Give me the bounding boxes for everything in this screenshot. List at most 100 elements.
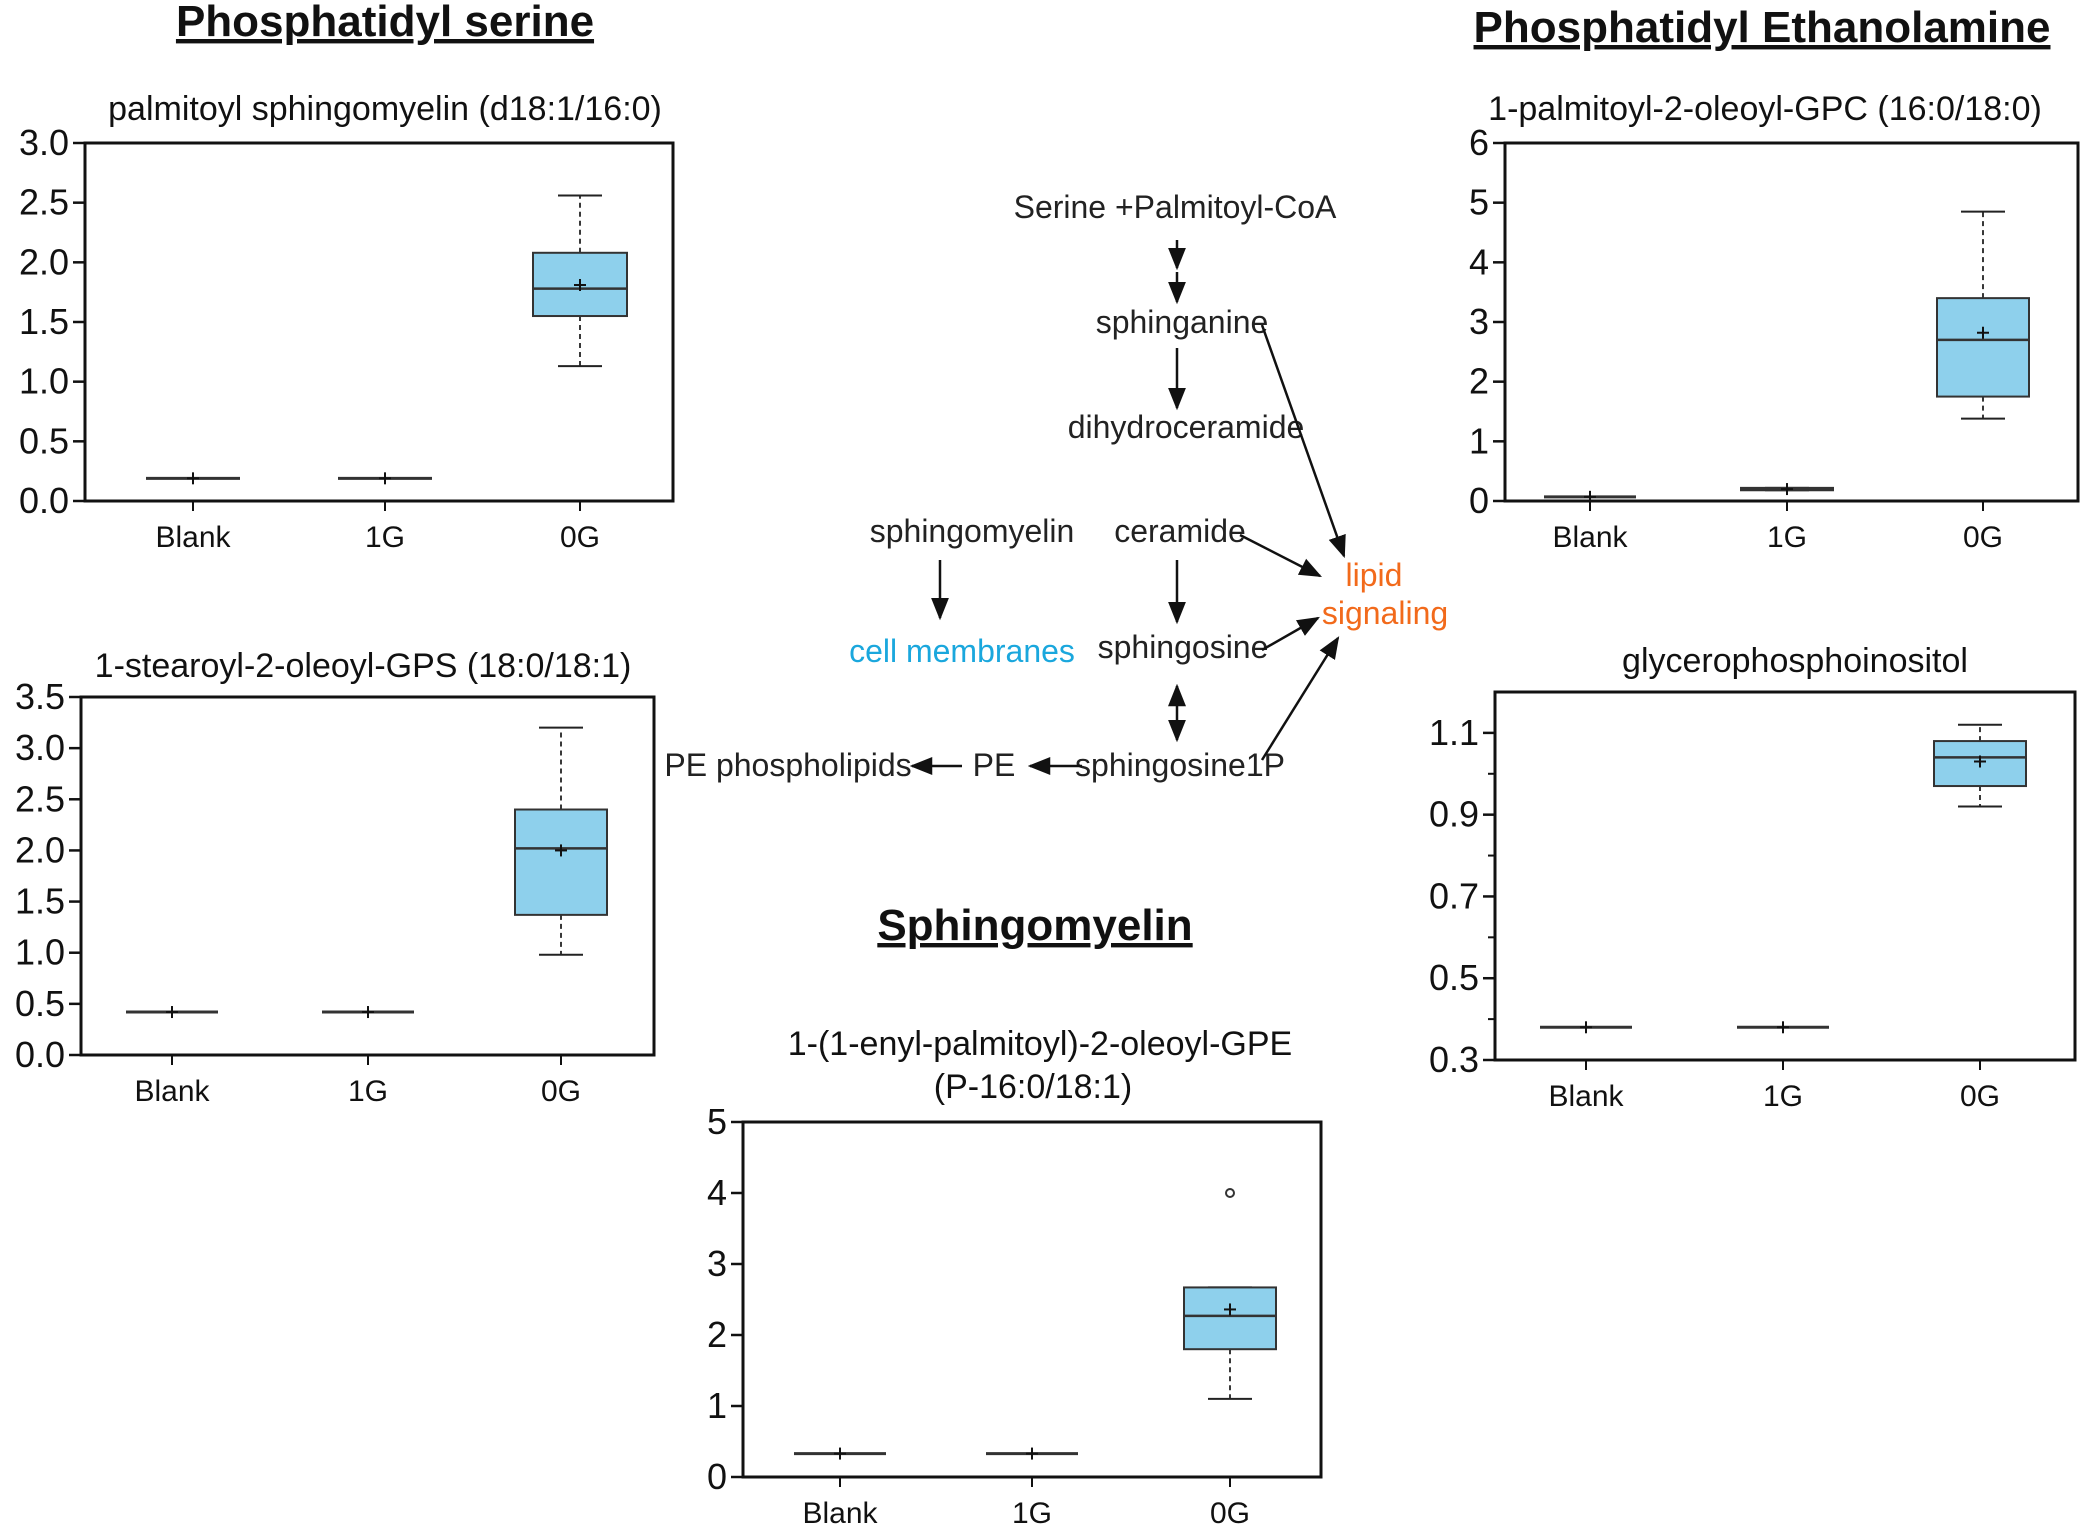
x-category-label: 0G xyxy=(1960,1080,2000,1113)
box-blank xyxy=(1540,1021,1632,1034)
y-tick-label: 1.0 xyxy=(19,361,69,402)
y-tick-label: 3.0 xyxy=(15,727,65,768)
y-tick-label: 3 xyxy=(1469,301,1489,342)
y-tick-label: 0.7 xyxy=(1429,875,1479,916)
y-tick-label: 3 xyxy=(707,1243,727,1284)
section-title-phosphatidyl-serine: Phosphatidyl serine xyxy=(176,0,594,46)
y-tick-label: 0.5 xyxy=(19,420,69,461)
y-tick-label: 5 xyxy=(1469,182,1489,223)
y-tick-label: 0.0 xyxy=(15,1034,65,1075)
x-category-label: 1G xyxy=(365,521,405,554)
x-category-label: 0G xyxy=(1210,1497,1250,1530)
node-sphinganine: sphinganine xyxy=(1096,304,1269,340)
node-sphingomyelin: sphingomyelin xyxy=(870,513,1075,549)
y-tick-label: 1.5 xyxy=(15,881,65,922)
chart-title: palmitoyl sphingomyelin (d18:1/16:0) xyxy=(108,90,662,128)
chart-marks: 0.3 0.5 0.7 0.9 1.1 Blank 1G 0G xyxy=(1429,712,2027,1113)
x-category-label: 1G xyxy=(1767,521,1807,554)
box-0g xyxy=(532,194,628,368)
x-category-label: Blank xyxy=(1552,521,1628,554)
y-tick-label: 0 xyxy=(1469,480,1489,521)
x-category-label: Blank xyxy=(802,1497,878,1530)
node-signaling: signaling xyxy=(1322,595,1448,631)
node-cell-membranes: cell membranes xyxy=(849,633,1075,669)
box-blank xyxy=(794,1447,886,1460)
node-serine-palmitoyl-coa: Serine +Palmitoyl-CoA xyxy=(1014,189,1337,225)
plot-frame xyxy=(79,695,656,1057)
box-iqr xyxy=(514,808,608,916)
node-sphingosine: sphingosine xyxy=(1098,629,1269,665)
box-blank xyxy=(126,1006,218,1019)
box-1g xyxy=(322,1006,414,1019)
chart-title: 1-palmitoyl-2-oleoyl-GPC (16:0/18:0) xyxy=(1488,90,2042,128)
node-ceramide: ceramide xyxy=(1114,513,1246,549)
pathway-diagram: Serine +Palmitoyl-CoA sphinganine dihydr… xyxy=(664,189,1448,783)
outlier-point xyxy=(1225,1188,1235,1198)
chart-stearoyl-oleoyl-gps: 1-stearoyl-2-oleoyl-GPS (18:0/18:1) 0.0 0… xyxy=(15,647,656,1108)
plot-frame xyxy=(741,1120,1323,1479)
y-tick-label: 1.1 xyxy=(1429,712,1479,753)
box-1g xyxy=(338,472,432,485)
y-tick-label: 0.0 xyxy=(19,480,69,521)
y-tick-label: 1.5 xyxy=(19,301,69,342)
chart-title: glycerophosphoinositol xyxy=(1622,642,1968,680)
plot-frame xyxy=(1493,690,2077,1062)
chart-marks: 0.0 0.5 1.0 1.5 2.0 2.5 3.0 Blank 1G 0G xyxy=(19,122,628,554)
box-0g xyxy=(1936,210,2030,420)
y-tick-label: 0.5 xyxy=(1429,957,1479,998)
box-iqr xyxy=(1936,297,2030,398)
x-category-label: 0G xyxy=(1963,521,2003,554)
plot-frame xyxy=(83,141,675,503)
section-title-sphingomyelin: Sphingomyelin xyxy=(877,901,1192,950)
node-lipid: lipid xyxy=(1346,557,1403,593)
chart-marks: 0 1 2 3 4 5 Blank 1G 0G xyxy=(707,1101,1277,1530)
y-tick-label: 2.0 xyxy=(15,829,65,870)
y-tick-label: 2 xyxy=(707,1314,727,1355)
node-pe: PE xyxy=(973,747,1016,783)
chart-palmitoyl-oleoyl-gpc: 1-palmitoyl-2-oleoyl-GPC (16:0/18:0) 0 1 2… xyxy=(1469,90,2080,554)
y-tick-label: 3.5 xyxy=(15,676,65,717)
y-tick-label: 0.5 xyxy=(15,983,65,1024)
node-dihydroceramide: dihydroceramide xyxy=(1068,409,1305,445)
node-sphingosine1p: sphingosine1P xyxy=(1075,747,1285,783)
chart-title: 1-(1-enyl-palmitoyl)-2-oleoyl-GPE xyxy=(788,1025,1292,1063)
plot-frame xyxy=(1503,141,2080,503)
box-iqr xyxy=(1183,1286,1277,1351)
chart-subtitle: (P-16:0/18:1) xyxy=(934,1068,1132,1106)
chart-palmitoyl-sphingomyelin: palmitoyl sphingomyelin (d18:1/16:0) 0.0… xyxy=(19,90,675,554)
x-category-label: 1G xyxy=(1763,1080,1803,1113)
y-tick-label: 6 xyxy=(1469,122,1489,163)
box-1g xyxy=(1740,483,1834,496)
y-tick-label: 5 xyxy=(707,1101,727,1142)
y-tick-label: 0.9 xyxy=(1429,794,1479,835)
x-category-label: Blank xyxy=(134,1075,210,1108)
y-tick-label: 0.3 xyxy=(1429,1039,1479,1080)
box-0g xyxy=(1933,723,2027,808)
chart-title: 1-stearoyl-2-oleoyl-GPS (18:0/18:1) xyxy=(95,647,632,685)
box-blank xyxy=(146,472,240,485)
arrow-ceramide-to-lipid-signaling xyxy=(1239,533,1323,578)
x-category-label: Blank xyxy=(1548,1080,1624,1113)
arrow-sphingosine1p-to-lipid-signaling xyxy=(1260,636,1340,761)
x-category-label: 0G xyxy=(560,521,600,554)
y-tick-label: 2.5 xyxy=(19,182,69,223)
arrow-sphingosine-to-lipid-signaling xyxy=(1261,616,1320,652)
y-tick-label: 2 xyxy=(1469,361,1489,402)
y-tick-label: 1.0 xyxy=(15,932,65,973)
box-0g xyxy=(514,726,608,956)
y-tick-label: 2.0 xyxy=(19,241,69,282)
node-pe-phospholipids: PE phospholipids xyxy=(664,747,911,783)
x-category-label: Blank xyxy=(155,521,231,554)
y-tick-label: 2.5 xyxy=(15,778,65,819)
y-tick-label: 4 xyxy=(707,1172,727,1213)
x-category-label: 0G xyxy=(541,1075,581,1108)
chart-glycerophosphoinositol: glycerophosphoinositol 0.3 0.5 0.7 0.9 1.1 Bl… xyxy=(1429,642,2077,1113)
y-tick-label: 4 xyxy=(1469,241,1489,282)
chart-enyl-palmitoyl-oleoyl-gpe: 1-(1-enyl-palmitoyl)-2-oleoyl-GPE (P-16:… xyxy=(707,1025,1323,1530)
box-0g xyxy=(1183,1188,1277,1400)
section-title-phosphatidyl-ethanolamine: Phosphatidyl Ethanolamine xyxy=(1474,3,2051,52)
box-1g xyxy=(986,1447,1078,1460)
x-category-label: 1G xyxy=(1012,1497,1052,1530)
box-1g xyxy=(1737,1021,1829,1034)
